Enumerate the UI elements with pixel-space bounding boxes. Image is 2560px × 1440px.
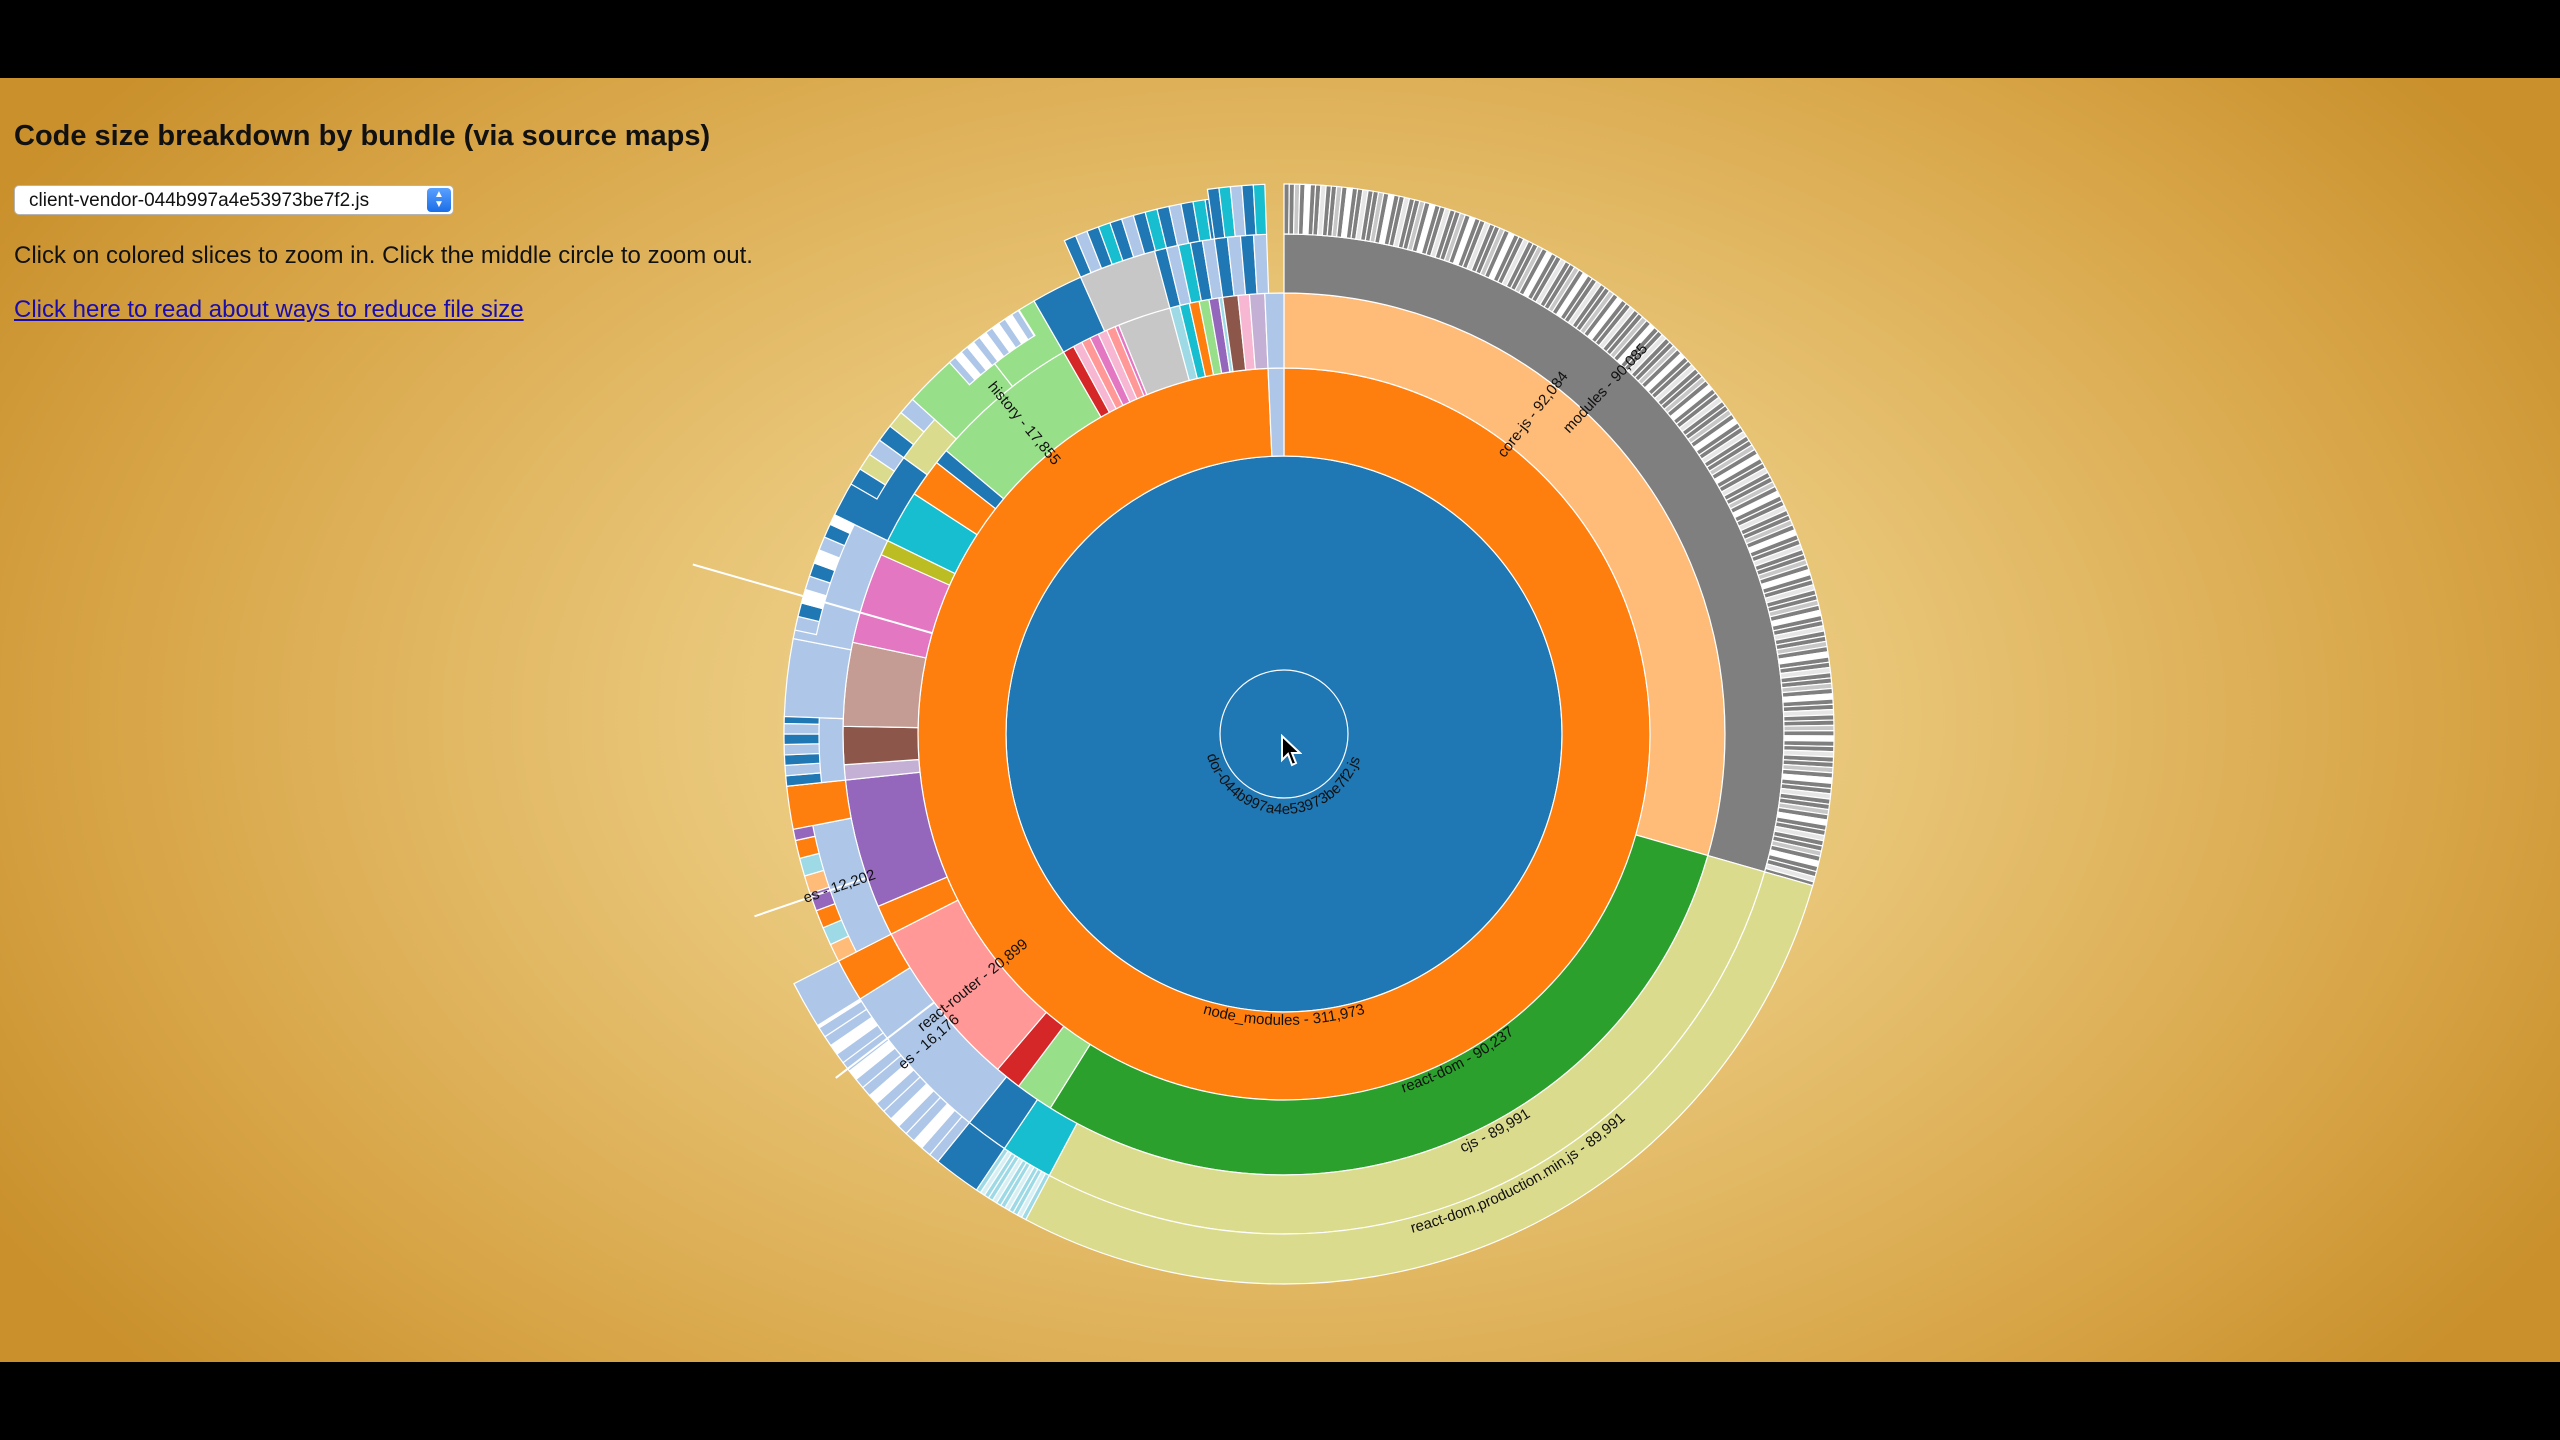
slice-r5-e-7[interactable] [792,824,816,842]
instructions-text: Click on colored slices to zoom in. Clic… [14,242,753,269]
page-content: Code size breakdown by bundle (via sourc… [0,78,2560,1362]
slice-root[interactable] [1005,455,1563,1013]
ray-1 [835,1001,935,1079]
slice-r5-h-5[interactable] [900,398,936,433]
slice-r5-modules-163[interactable] [1783,730,1835,737]
slice-r3-t[interactable] [1264,292,1285,369]
ray-3 [692,563,933,635]
bundle-select[interactable]: client-vendor-044b997a4e53973be7f2.js ▲ ▼ [14,185,454,215]
chevron-up-down-icon: ▲ ▼ [427,188,451,212]
slice-r5-g-8[interactable] [829,514,856,535]
slice-r5-k-4[interactable] [1252,183,1268,236]
bundle-select-value: client-vendor-044b997a4e53973be7f2.js [29,190,370,211]
sunburst-slices [692,183,1835,1285]
sunburst-chart: client-vendor-044b997a4e53973be7f2.js - … [0,78,1835,1285]
slice-r4-f[interactable] [783,637,852,720]
slice-r5-f-4[interactable] [783,733,820,746]
slice-r3-f[interactable] [842,725,920,766]
ray-2 [754,876,868,918]
slice-r5-i-11[interactable] [1017,309,1036,337]
slice-r5-f-5[interactable] [783,722,820,735]
reduce-file-size-link[interactable]: Click here to read about ways to reduce … [14,296,524,323]
slice-r5-f-3[interactable] [783,743,821,756]
page-title: Code size breakdown by bundle (via sourc… [14,120,711,152]
slice-r5-f-6[interactable] [783,715,820,725]
